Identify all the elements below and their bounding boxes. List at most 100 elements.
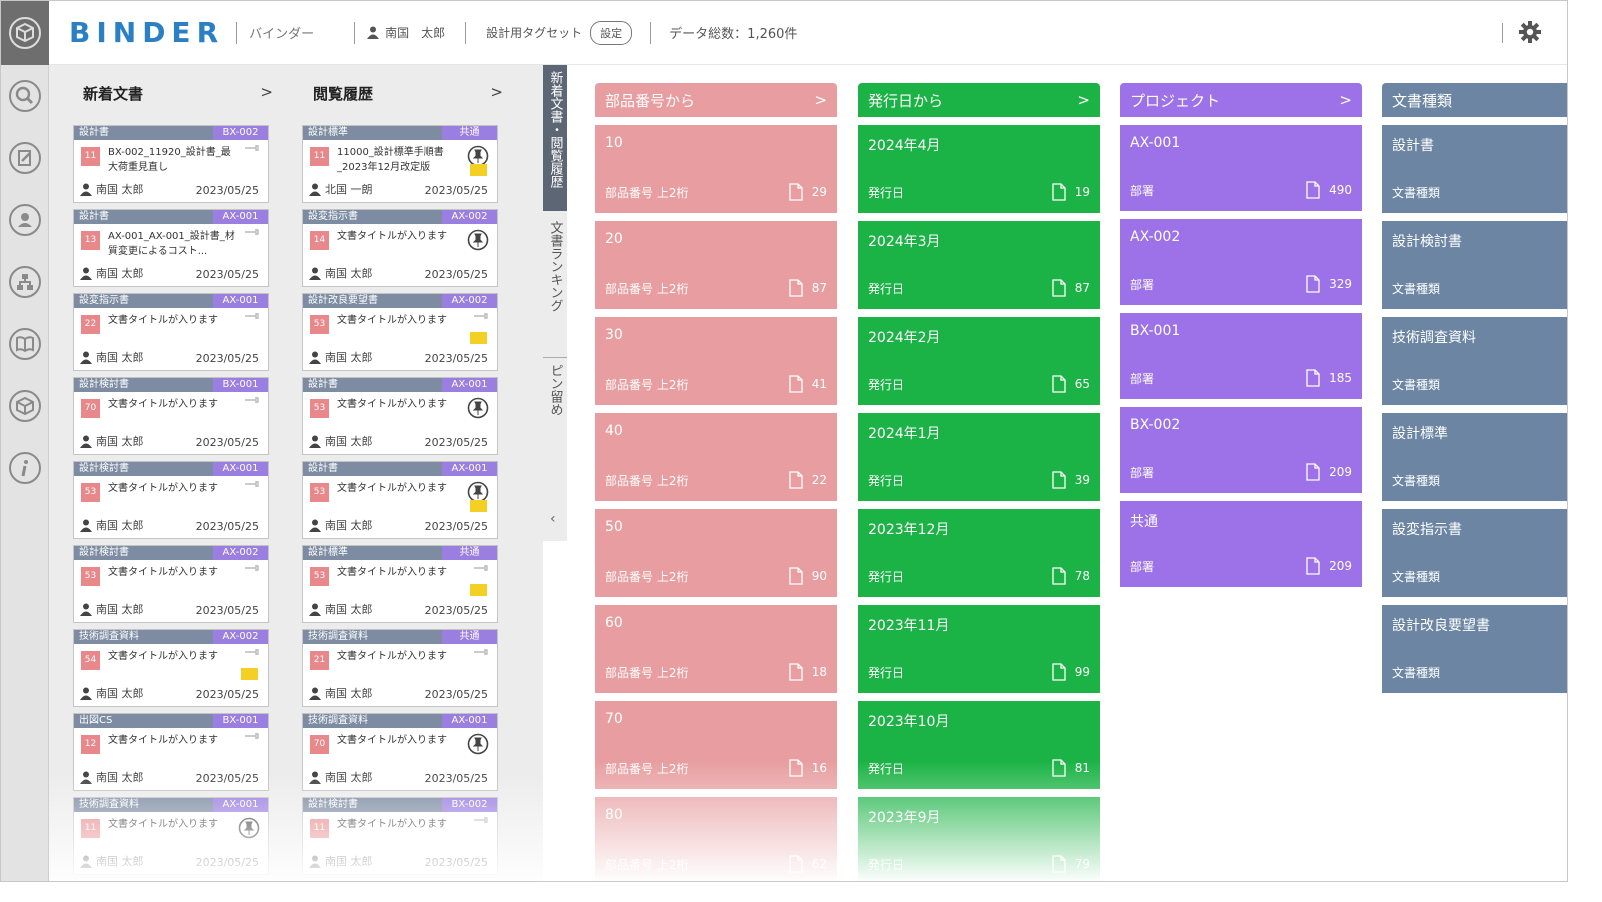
new-docs-header[interactable]: 新着文書 > (83, 83, 273, 104)
chevron-right-icon[interactable]: > (1339, 91, 1352, 109)
browse-column-header[interactable]: 部品番号から > (595, 83, 837, 117)
browse-tile[interactable]: BX-001 部署 185 (1120, 313, 1362, 399)
document-icon (1052, 375, 1066, 393)
pin-icon[interactable] (467, 397, 489, 423)
card-title[interactable]: 文書タイトルが入ります (337, 651, 447, 662)
rail-box[interactable] (1, 375, 49, 437)
chevron-right-icon[interactable]: > (490, 83, 503, 101)
card-title[interactable]: 文書タイトルが入ります (337, 315, 447, 326)
tile-title: 設計標準 (1392, 426, 1448, 442)
card-title[interactable]: 文書タイトルが入ります (108, 483, 218, 494)
tab-pinned[interactable]: ピン留め (543, 357, 567, 437)
document-card[interactable]: 設計書 AX-001 53 文書タイトルが入ります 南国 太郎 2023/05/25 (302, 461, 498, 539)
document-card[interactable]: 設変指示書 AX-002 14 文書タイトルが入ります 南国 太郎 2023/05/25 (302, 209, 498, 287)
pin-icon[interactable] (244, 308, 260, 328)
document-card[interactable]: 設計標準 共通 11 11000_設計標準手順書_2023年12月改定版 北国 一朗 20… (302, 125, 498, 203)
browse-tile[interactable]: 設変指示書 文書種類 (1382, 509, 1567, 597)
pin-icon[interactable] (244, 560, 260, 580)
browse-tile[interactable]: 2023年12月 発行日 78 (858, 509, 1100, 597)
card-title[interactable]: 文書タイトルが入ります (337, 483, 447, 494)
tab-new-and-history[interactable]: 新着文書・閲覧履歴 (543, 65, 567, 211)
pin-icon[interactable] (244, 392, 260, 412)
pin-icon[interactable] (244, 476, 260, 496)
rail-info[interactable] (1, 437, 49, 499)
browse-tile[interactable]: 設計改良要望書 文書種類 (1382, 605, 1567, 693)
history-header[interactable]: 閲覧履歴 > (313, 83, 503, 104)
tagset-settings-button[interactable]: 設定 (590, 20, 633, 45)
browse-tile[interactable]: 2024年2月 発行日 65 (858, 317, 1100, 405)
pin-icon[interactable] (473, 560, 489, 580)
browse-tile[interactable]: AX-002 部署 329 (1120, 219, 1362, 305)
browse-tile[interactable]: BX-002 部署 209 (1120, 407, 1362, 493)
document-card[interactable]: 設計標準 共通 53 文書タイトルが入ります 南国 太郎 2023/05/25 (302, 545, 498, 623)
browse-column-header[interactable]: プロジェクト > (1120, 83, 1362, 117)
rail-user[interactable] (1, 189, 49, 251)
card-title[interactable]: 文書タイトルが入ります (108, 735, 218, 746)
document-card[interactable]: 設計書 AX-001 13 AX-001_AX-001_設計書_材質変更によるコスト.… (73, 209, 269, 287)
chevron-right-icon[interactable]: > (260, 83, 273, 101)
browse-tile[interactable]: 60 部品番号 上2桁 18 (595, 605, 837, 693)
pin-icon[interactable] (467, 733, 489, 759)
document-card[interactable]: 技術調査資料 AX-002 54 文書タイトルが入ります 南国 太郎 2023/05/25 (73, 629, 269, 707)
collapse-chevron-left-icon[interactable]: ‹ (550, 511, 556, 527)
card-title[interactable]: BX-002_11920_設計書_最大荷重見直し (108, 147, 231, 173)
current-user[interactable]: 南国 太郎 (367, 24, 445, 41)
chevron-right-icon[interactable]: > (814, 91, 827, 109)
pin-outline-icon (245, 229, 259, 235)
card-title[interactable]: 文書タイトルが入ります (108, 315, 218, 326)
document-card[interactable]: 設計検討書 AX-001 53 文書タイトルが入ります 南国 太郎 2023/05/25 (73, 461, 269, 539)
card-title[interactable]: 文書タイトルが入ります (108, 567, 218, 578)
browse-tile[interactable]: 20 部品番号 上2桁 87 (595, 221, 837, 309)
document-card[interactable]: 設変指示書 AX-001 22 文書タイトルが入ります 南国 太郎 2023/05/25 (73, 293, 269, 371)
document-card[interactable]: 設計書 BX-002 11 BX-002_11920_設計書_最大荷重見直し 南国 太郎… (73, 125, 269, 203)
browse-tile[interactable]: 10 部品番号 上2桁 29 (595, 125, 837, 213)
document-card[interactable]: 設計検討書 BX-001 70 文書タイトルが入ります 南国 太郎 2023/05/25 (73, 377, 269, 455)
browse-tile[interactable]: 2024年1月 発行日 39 (858, 413, 1100, 501)
browse-tile[interactable]: 2023年11月 発行日 99 (858, 605, 1100, 693)
rail-book[interactable] (1, 313, 49, 375)
browse-tile[interactable]: 2024年4月 発行日 19 (858, 125, 1100, 213)
pin-icon[interactable] (467, 229, 489, 255)
rail-network[interactable] (1, 251, 49, 313)
browse-tile[interactable]: AX-001 部署 490 (1120, 125, 1362, 211)
card-title[interactable]: AX-001_AX-001_設計書_材質変更によるコスト... (108, 231, 235, 257)
rail-search[interactable] (1, 65, 49, 127)
document-card[interactable]: 設計書 AX-001 53 文書タイトルが入ります 南国 太郎 2023/05/25 (302, 377, 498, 455)
document-card[interactable]: 設計改良要望書 AX-002 53 文書タイトルが入ります 南国 太郎 2023/05/2… (302, 293, 498, 371)
pin-icon[interactable] (244, 140, 260, 160)
card-title[interactable]: 文書タイトルが入ります (337, 567, 447, 578)
card-title[interactable]: 文書タイトルが入ります (337, 399, 447, 410)
app-logo[interactable] (1, 1, 49, 65)
chevron-right-icon[interactable]: > (1077, 91, 1090, 109)
document-card[interactable]: 技術調査資料 共通 21 文書タイトルが入ります 南国 太郎 2023/05/25 (302, 629, 498, 707)
browse-tile[interactable]: 50 部品番号 上2桁 90 (595, 509, 837, 597)
card-title[interactable]: 11000_設計標準手順書_2023年12月改定版 (337, 147, 444, 173)
browse-column-header[interactable]: 文書種類 (1382, 83, 1567, 117)
tile-label: 部品番号 上2桁 (605, 282, 689, 296)
browse-tile[interactable]: 技術調査資料 文書種類 (1382, 317, 1567, 405)
pin-icon[interactable] (244, 728, 260, 748)
pin-outline-icon (245, 733, 259, 739)
rail-edit[interactable] (1, 127, 49, 189)
pin-icon[interactable] (473, 644, 489, 664)
browse-tile[interactable]: 30 部品番号 上2桁 41 (595, 317, 837, 405)
card-title[interactable]: 文書タイトルが入ります (108, 399, 218, 410)
card-title[interactable]: 文書タイトルが入ります (108, 651, 218, 662)
browse-tile[interactable]: 設計検討書 文書種類 (1382, 221, 1567, 309)
pin-icon[interactable] (467, 481, 489, 507)
browse-tile[interactable]: 共通 部署 209 (1120, 501, 1362, 587)
browse-tile[interactable]: 設計書 文書種類 (1382, 125, 1567, 213)
browse-tile[interactable]: 2024年3月 発行日 87 (858, 221, 1100, 309)
tab-ranking[interactable]: 文書ランキング (547, 221, 563, 312)
card-user: 南国 太郎 (80, 181, 144, 197)
browse-tile[interactable]: 40 部品番号 上2桁 22 (595, 413, 837, 501)
document-card[interactable]: 設計検討書 AX-002 53 文書タイトルが入ります 南国 太郎 2023/05/25 (73, 545, 269, 623)
pin-icon[interactable] (473, 308, 489, 328)
browse-tile[interactable]: 設計標準 文書種類 (1382, 413, 1567, 501)
card-title[interactable]: 文書タイトルが入ります (337, 735, 447, 746)
browse-column-header[interactable]: 発行日から > (858, 83, 1100, 117)
gear-icon[interactable] (1519, 21, 1541, 43)
pin-icon[interactable] (244, 224, 260, 244)
pin-icon[interactable] (244, 644, 260, 664)
card-title[interactable]: 文書タイトルが入ります (337, 231, 447, 242)
